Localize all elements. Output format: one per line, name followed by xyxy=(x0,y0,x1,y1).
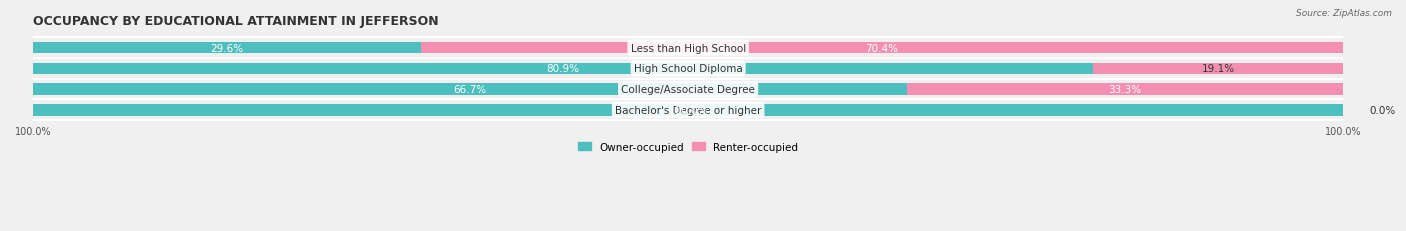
Text: Bachelor's Degree or higher: Bachelor's Degree or higher xyxy=(614,105,761,115)
Text: 19.1%: 19.1% xyxy=(1201,64,1234,74)
Text: Less than High School: Less than High School xyxy=(630,43,745,53)
Bar xyxy=(420,43,1343,54)
Legend: Owner-occupied, Renter-occupied: Owner-occupied, Renter-occupied xyxy=(574,138,801,157)
Text: 80.9%: 80.9% xyxy=(547,64,579,74)
Bar xyxy=(34,84,907,95)
Bar xyxy=(34,105,1343,116)
Bar xyxy=(34,63,1092,75)
Text: High School Diploma: High School Diploma xyxy=(634,64,742,74)
Text: 29.6%: 29.6% xyxy=(211,43,243,53)
Text: College/Associate Degree: College/Associate Degree xyxy=(621,85,755,95)
Bar xyxy=(34,43,1343,54)
Text: 70.4%: 70.4% xyxy=(866,43,898,53)
Bar xyxy=(907,84,1343,95)
Bar xyxy=(34,43,420,54)
Text: 33.3%: 33.3% xyxy=(1108,85,1142,95)
Text: Source: ZipAtlas.com: Source: ZipAtlas.com xyxy=(1296,9,1392,18)
Bar xyxy=(1092,63,1343,75)
Text: 100.0%: 100.0% xyxy=(668,105,707,115)
Bar xyxy=(34,63,1343,75)
Text: 0.0%: 0.0% xyxy=(1369,105,1395,115)
Text: OCCUPANCY BY EDUCATIONAL ATTAINMENT IN JEFFERSON: OCCUPANCY BY EDUCATIONAL ATTAINMENT IN J… xyxy=(34,15,439,28)
Text: 66.7%: 66.7% xyxy=(454,85,486,95)
Bar xyxy=(34,105,1343,116)
Bar xyxy=(34,84,1343,95)
